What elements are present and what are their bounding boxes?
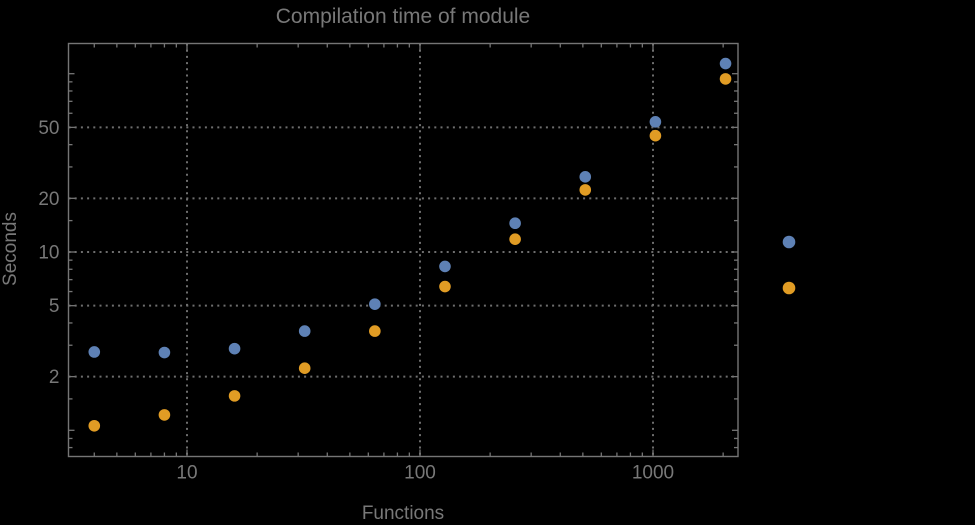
data-point-series-orange bbox=[509, 233, 521, 245]
chart-title: Compilation time of module bbox=[275, 5, 531, 28]
data-point-series-orange bbox=[719, 73, 732, 85]
y-tick-label: 50 bbox=[38, 118, 59, 139]
data-point-series-blue bbox=[649, 116, 662, 128]
points-series-orange bbox=[88, 73, 732, 432]
x-tick-label: 1000 bbox=[632, 463, 674, 484]
y-tick-label: 5 bbox=[49, 296, 60, 317]
legend-marker-series-blue bbox=[782, 235, 796, 249]
data-point-series-orange bbox=[369, 325, 381, 337]
data-point-series-blue bbox=[509, 217, 521, 230]
data-point-series-orange bbox=[649, 129, 662, 142]
data-point-series-blue bbox=[298, 325, 311, 337]
data-point-series-orange bbox=[439, 280, 451, 293]
data-point-series-blue bbox=[579, 171, 592, 183]
legend-marker-series-orange bbox=[782, 281, 796, 295]
gridlines bbox=[68, 43, 738, 457]
data-point-series-blue bbox=[88, 346, 101, 358]
data-point-series-blue bbox=[228, 342, 241, 355]
x-axis-label: Functions bbox=[361, 503, 445, 524]
data-point-series-blue bbox=[439, 260, 451, 273]
plot-frame bbox=[67, 42, 739, 458]
y-tick-label: 2 bbox=[49, 367, 60, 388]
points-series-blue bbox=[88, 57, 732, 359]
legend bbox=[782, 235, 796, 295]
data-point-series-orange bbox=[579, 184, 592, 196]
data-point-series-orange bbox=[228, 390, 241, 402]
data-point-series-orange bbox=[88, 419, 101, 432]
y-tick-label: 20 bbox=[38, 189, 59, 210]
axis-ticks bbox=[68, 43, 738, 457]
data-point-series-blue bbox=[719, 57, 732, 70]
x-tick-label: 100 bbox=[404, 463, 436, 484]
data-point-series-orange bbox=[298, 362, 311, 374]
y-axis-label: Seconds bbox=[0, 212, 21, 286]
y-tick-label: 10 bbox=[38, 243, 59, 264]
data-point-series-blue bbox=[369, 298, 381, 310]
data-point-series-orange bbox=[158, 409, 171, 421]
tick-labels: 10 100 1000 2 5 10 20 50 bbox=[38, 118, 674, 484]
x-tick-label: 10 bbox=[176, 463, 197, 484]
data-point-series-blue bbox=[158, 346, 171, 359]
